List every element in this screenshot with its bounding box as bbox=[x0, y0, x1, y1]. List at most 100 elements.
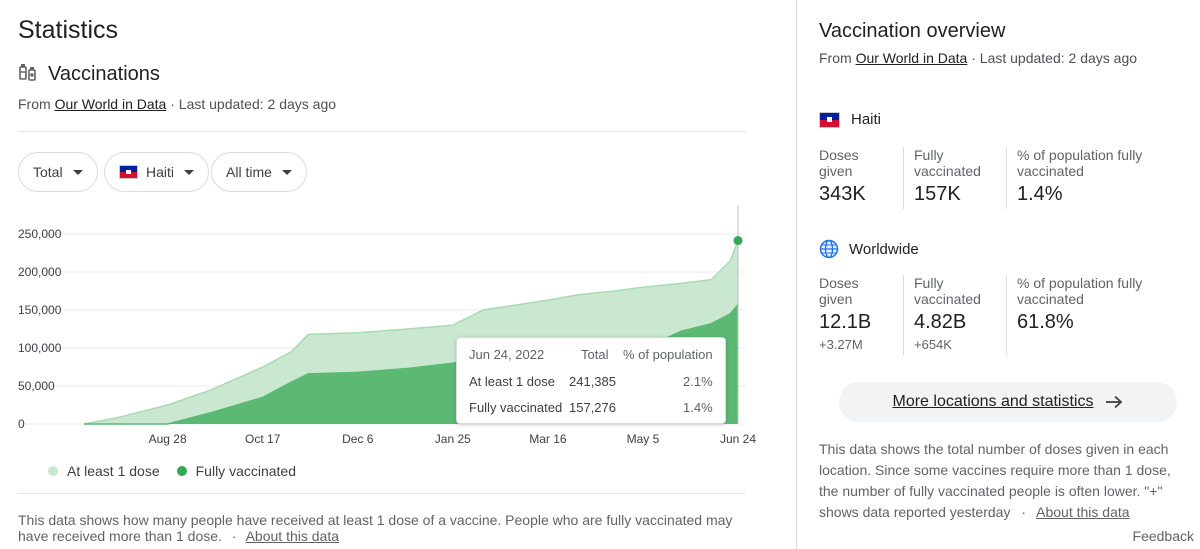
y-tick-label: 0 bbox=[18, 417, 25, 431]
stat-label: % of population fully vaccinated bbox=[1017, 275, 1143, 307]
time-range-dropdown[interactable]: All time bbox=[211, 152, 307, 192]
more-locations-label: More locations and statistics bbox=[892, 393, 1094, 410]
last-updated: · Last updated: 2 days ago bbox=[170, 96, 337, 112]
haiti-flag-icon bbox=[819, 111, 840, 128]
stat-label: Doses given bbox=[819, 147, 859, 179]
legend-label: Fully vaccinated bbox=[195, 463, 297, 479]
source-line: From Our World in Data · Last updated: 2… bbox=[18, 96, 336, 112]
stat-fully-vaccinated: Fully vaccinated 4.82B +654K bbox=[903, 275, 1006, 355]
y-tick-label: 50,000 bbox=[18, 379, 55, 393]
tooltip-row-total: 157,276 bbox=[569, 400, 616, 415]
vaccinations-panel: Statistics Vaccinations From Our World i… bbox=[18, 16, 758, 544]
caret-down-icon bbox=[72, 169, 83, 175]
arrow-right-icon bbox=[1105, 395, 1123, 409]
stat-doses-given: Doses given 12.1B +3.27M bbox=[819, 275, 903, 355]
overview-note-text: This data shows the total number of dose… bbox=[819, 441, 1171, 520]
x-tick-label: Dec 6 bbox=[342, 432, 374, 446]
about-data-link[interactable]: About this data bbox=[245, 528, 339, 544]
source-prefix: From bbox=[18, 96, 51, 112]
tooltip-date: Jun 24, 2022 bbox=[469, 347, 545, 362]
legend-item[interactable]: At least 1 dose bbox=[48, 463, 160, 479]
source-prefix: From bbox=[819, 50, 852, 66]
source-link[interactable]: Our World in Data bbox=[855, 50, 968, 66]
section-header: Vaccinations bbox=[18, 62, 160, 87]
overview-note: This data shows the total number of dose… bbox=[819, 439, 1179, 523]
worldwide-header: Worldwide bbox=[819, 239, 919, 259]
hover-point bbox=[733, 236, 743, 246]
location-dropdown[interactable]: Haiti bbox=[104, 152, 210, 192]
stat-delta: +654K bbox=[914, 337, 952, 352]
syringe-icon bbox=[18, 62, 38, 87]
stat-label: Fully vaccinated bbox=[914, 275, 981, 307]
time-range-dropdown-label: All time bbox=[226, 164, 272, 180]
haiti-flag-icon bbox=[119, 165, 138, 179]
stat-label: Fully vaccinated bbox=[914, 147, 981, 179]
stat-value: 12.1B bbox=[819, 311, 872, 333]
tooltip-row-pct: 2.1% bbox=[683, 374, 713, 389]
y-tick-label: 250,000 bbox=[18, 227, 62, 241]
section-title: Vaccinations bbox=[48, 63, 160, 85]
vaccination-overview-panel: Vaccination overview From Our World in D… bbox=[796, 0, 1200, 549]
caret-down-icon bbox=[281, 169, 292, 175]
feedback-link[interactable]: Feedback bbox=[1132, 528, 1194, 544]
legend-item[interactable]: Fully vaccinated bbox=[176, 463, 297, 479]
page-title: Statistics bbox=[18, 16, 119, 44]
legend-swatch bbox=[176, 466, 187, 476]
stat-pct-fully-vaccinated: % of population fully vaccinated 1.4% bbox=[1006, 147, 1156, 209]
divider bbox=[18, 493, 746, 494]
location-name: Haiti bbox=[851, 111, 882, 128]
note-separator: · bbox=[1021, 504, 1027, 520]
last-updated: · Last updated: 2 days ago bbox=[971, 50, 1138, 66]
footnote-text: This data shows how many people have rec… bbox=[18, 512, 733, 544]
haiti-stats: Doses given 343K Fully vaccinated 157K %… bbox=[819, 147, 1156, 209]
location-name: Worldwide bbox=[849, 240, 919, 258]
caret-down-icon bbox=[184, 169, 195, 175]
tooltip-col-total: Total bbox=[581, 347, 609, 362]
tooltip-row-pct: 1.4% bbox=[683, 400, 713, 415]
stat-fully-vaccinated: Fully vaccinated 157K bbox=[903, 147, 1006, 209]
y-tick-label: 150,000 bbox=[18, 303, 62, 317]
stat-pct-fully-vaccinated: % of population fully vaccinated 61.8% bbox=[1006, 275, 1156, 355]
stat-doses-given: Doses given 343K bbox=[819, 147, 903, 209]
globe-icon bbox=[819, 239, 839, 259]
stat-value: 343K bbox=[819, 183, 866, 205]
stat-value: 61.8% bbox=[1017, 311, 1074, 333]
worldwide-stats: Doses given 12.1B +3.27M Fully vaccinate… bbox=[819, 275, 1156, 355]
legend-swatch bbox=[48, 466, 58, 476]
x-tick-label: Jun 24 bbox=[720, 432, 756, 446]
chart-footnote: This data shows how many people have rec… bbox=[18, 512, 758, 544]
x-tick-label: Oct 17 bbox=[245, 432, 281, 446]
source-link[interactable]: Our World in Data bbox=[54, 96, 167, 112]
at-least-one-dose-line bbox=[83, 240, 739, 425]
x-tick-label: Jan 25 bbox=[435, 432, 471, 446]
legend-label: At least 1 dose bbox=[67, 463, 160, 479]
metric-dropdown-label: Total bbox=[33, 164, 63, 180]
stat-delta: +3.27M bbox=[819, 337, 863, 352]
overview-source-line: From Our World in Data · Last updated: 2… bbox=[819, 50, 1137, 66]
chart-tooltip: Jun 24, 2022 Total % of population At le… bbox=[456, 337, 726, 424]
tooltip-row-label: Fully vaccinated bbox=[469, 400, 563, 415]
x-tick-label: Aug 28 bbox=[149, 432, 187, 446]
y-tick-label: 200,000 bbox=[18, 265, 62, 279]
about-data-link[interactable]: About this data bbox=[1036, 504, 1130, 520]
metric-dropdown[interactable]: Total bbox=[18, 152, 98, 192]
stat-value: 1.4% bbox=[1017, 183, 1063, 205]
tooltip-row-label: At least 1 dose bbox=[469, 374, 555, 389]
x-tick-label: Mar 16 bbox=[529, 432, 567, 446]
tooltip-row-total: 241,385 bbox=[569, 374, 616, 389]
y-tick-label: 100,000 bbox=[18, 341, 62, 355]
footnote-separator: · bbox=[231, 528, 237, 544]
x-tick-label: May 5 bbox=[627, 432, 660, 446]
fully-vaccinated-line bbox=[84, 303, 739, 425]
stat-label: % of population fully vaccinated bbox=[1017, 147, 1143, 179]
divider bbox=[18, 131, 746, 132]
stat-label: Doses given bbox=[819, 275, 859, 307]
stat-value: 4.82B bbox=[914, 311, 967, 333]
more-locations-button[interactable]: More locations and statistics bbox=[839, 382, 1177, 422]
tooltip-col-pct: % of population bbox=[623, 347, 713, 362]
haiti-header: Haiti bbox=[819, 111, 881, 128]
stat-value: 157K bbox=[914, 183, 961, 205]
chart-legend: At least 1 dose Fully vaccinated bbox=[48, 463, 313, 479]
location-dropdown-label: Haiti bbox=[146, 164, 175, 180]
overview-title: Vaccination overview bbox=[819, 20, 1006, 42]
